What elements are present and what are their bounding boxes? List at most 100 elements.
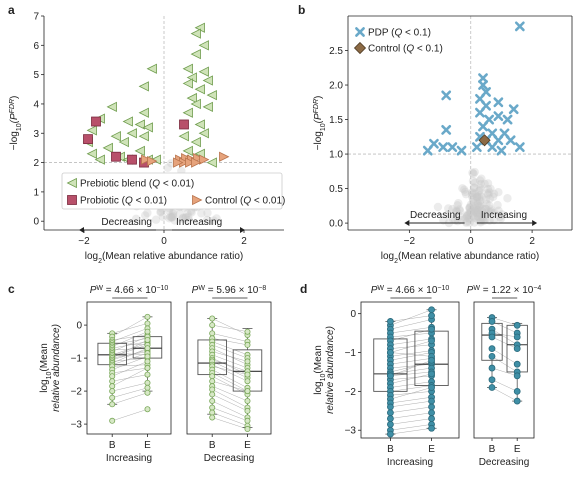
- y-axis-label-part: FDR: [313, 99, 320, 113]
- legend-label-part: < 0.1): [414, 44, 443, 55]
- panel-letter-c: c: [8, 282, 15, 296]
- x-tick-label: E: [428, 444, 435, 455]
- background-point: [469, 195, 478, 204]
- background-point: [485, 194, 495, 203]
- background-point: [455, 206, 465, 216]
- background-point: [476, 200, 485, 210]
- data-point: [244, 371, 251, 378]
- legend: Prebiotic blend (Q < 0.01)Probiotic (Q <…: [61, 172, 285, 210]
- data-point: [144, 389, 151, 396]
- data-point-triangle-left: [186, 92, 197, 104]
- pair-line: [491, 348, 518, 365]
- background-point: [452, 207, 462, 216]
- pair-line: [212, 354, 248, 369]
- y-axis-label-part: 10: [16, 123, 23, 131]
- legend-label: Control (Q < 0.01): [205, 196, 285, 207]
- background-point: [187, 208, 196, 217]
- data-point-x-stroke: [438, 142, 449, 153]
- x-tick-label: B: [489, 444, 496, 455]
- data-point-x: [478, 121, 488, 132]
- data-point: [488, 345, 496, 353]
- legend-marker-diamond: [353, 41, 367, 55]
- data-point-x: [496, 145, 507, 156]
- background-point: [476, 209, 485, 219]
- data-point: [144, 313, 151, 320]
- p-value-label-part: P: [192, 285, 199, 296]
- pair-line: [112, 387, 148, 398]
- legend-label-part: Prebiotic blend (: [80, 179, 153, 190]
- data-point: [109, 373, 116, 380]
- background-point: [497, 210, 507, 219]
- background-point: [462, 210, 472, 219]
- data-point-x: [502, 114, 513, 125]
- data-point-triangle-left: [190, 48, 201, 60]
- y-tick-label: −2: [345, 387, 357, 398]
- y-axis-label-part: ): [9, 96, 20, 99]
- background-point: [475, 202, 484, 211]
- legend-label-part: < 0.01): [133, 196, 167, 207]
- pair-line: [112, 352, 148, 365]
- background-point: [455, 205, 464, 214]
- background-point: [487, 207, 496, 216]
- panel-d-subplot-increasing: B E Increasing PW = 4.66 × 10−10: [360, 285, 460, 468]
- data-point: [428, 306, 435, 314]
- group-label: Decreasing: [479, 457, 530, 468]
- panel-b: 0.0 0.5 1.0 1.5 2.0 2.5 −2 0 2 Decreasing Increasi…: [313, 15, 573, 265]
- x-axis-label-part: log: [381, 251, 394, 262]
- x-axis-label: log2(Mean relative abundance ratio): [381, 251, 539, 265]
- data-point: [386, 403, 394, 411]
- background-point: [494, 188, 503, 197]
- legend-marker-x: [355, 27, 365, 37]
- x-axis-label-part: (Mean relative abundance ratio): [398, 251, 539, 262]
- pair-line: [390, 400, 432, 408]
- data-point: [209, 386, 216, 393]
- data-point: [428, 370, 435, 378]
- pair-line: [390, 381, 432, 388]
- background-point: [473, 198, 483, 208]
- data-point: [244, 358, 251, 365]
- background-point: [495, 212, 505, 222]
- y-tick-label: 2: [33, 158, 39, 169]
- legend-label-part: Q: [243, 196, 251, 207]
- data-point-triangle-left: [138, 81, 149, 92]
- pair-line: [212, 351, 248, 362]
- subplot-frame: [86, 301, 172, 435]
- background-point: [489, 189, 499, 198]
- legend-marker-triangle-left: [66, 177, 77, 189]
- p-value-label-part: −10: [437, 285, 449, 292]
- data-point-x-stroke: [456, 145, 467, 156]
- data-point-x-stroke: [508, 104, 519, 115]
- data-point-triangle-left: [146, 63, 157, 74]
- p-value-label-part: P: [467, 285, 474, 296]
- background-point: [474, 212, 483, 221]
- background-point: [494, 206, 503, 215]
- pair-line: [112, 364, 148, 367]
- data-point: [144, 379, 151, 386]
- y-axis-label-line1-part: log: [39, 379, 50, 392]
- background-point: [489, 215, 499, 225]
- data-point-x-stroke: [475, 131, 485, 142]
- data-point: [428, 325, 435, 333]
- data-point: [428, 312, 435, 320]
- y-tick-label: 1.0: [329, 150, 343, 161]
- p-value-label-part: = 1.22 × 10: [480, 285, 534, 296]
- background-point: [455, 212, 464, 221]
- background-point: [168, 212, 177, 222]
- background-point: [468, 188, 477, 197]
- background-point: [473, 209, 482, 218]
- p-value-label: PW = 4.66 × 10−10: [371, 285, 450, 297]
- data-point-x: [514, 142, 525, 153]
- background-point: [170, 216, 179, 225]
- data-point: [488, 384, 496, 391]
- data-point-triangle-right: [219, 151, 230, 162]
- data-point: [209, 409, 216, 416]
- data-point-x: [471, 142, 482, 153]
- background-point: [482, 204, 491, 214]
- data-point-triangle-left: [126, 128, 137, 139]
- y-tick-label: 5: [33, 70, 39, 81]
- background-point: [203, 208, 212, 218]
- data-point-triangle-left: [110, 131, 121, 142]
- background-point: [468, 203, 478, 213]
- pair-line: [212, 318, 248, 336]
- data-point-triangle-left: [198, 40, 209, 51]
